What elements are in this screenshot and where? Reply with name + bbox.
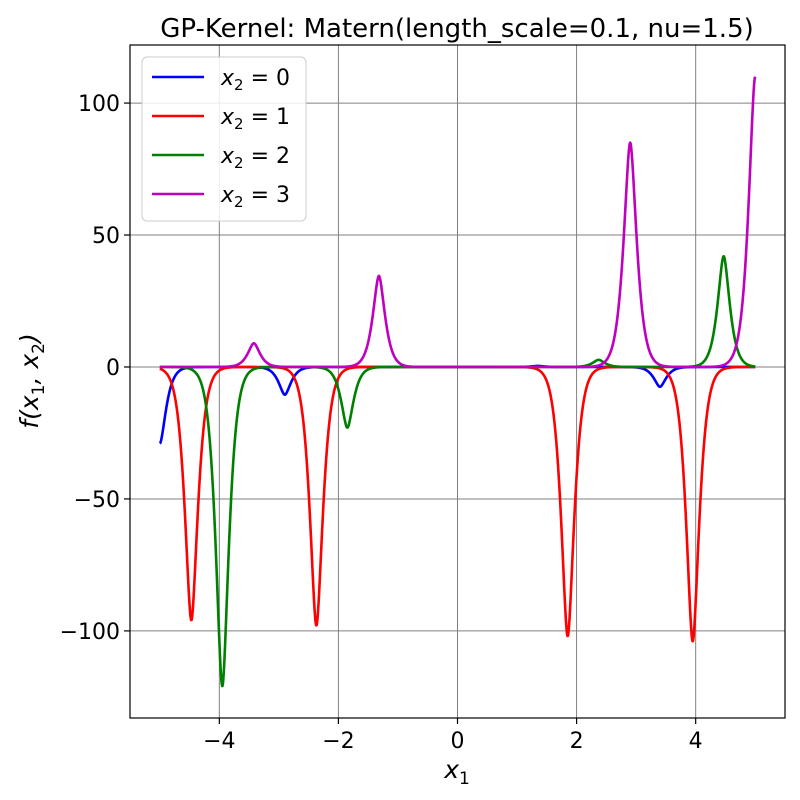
y-axis-label: f(x1, x2) xyxy=(15,333,49,428)
y-tick-label: 50 xyxy=(92,224,120,249)
legend-label-rest: = 1 xyxy=(244,105,290,130)
legend-label-3: x2 = 3 xyxy=(220,183,290,211)
x-tick-label: 0 xyxy=(451,729,465,754)
legend-label-1: x2 = 1 xyxy=(220,105,290,133)
legend-label-sub: 2 xyxy=(234,154,244,172)
legend-entries: x2 = 0x2 = 1x2 = 2x2 = 3 xyxy=(152,66,290,211)
legend-label-sub: 2 xyxy=(234,115,244,133)
x-tick-label: 2 xyxy=(570,729,584,754)
legend-label-0: x2 = 0 xyxy=(220,66,290,94)
legend-label-sub: 2 xyxy=(234,193,244,211)
legend-label-2: x2 = 2 xyxy=(220,144,290,172)
legend-label-base: x xyxy=(220,144,235,169)
axis-ticks: −4 −2 0 2 4 −100 −50 0 50 100 xyxy=(60,92,703,754)
legend: x2 = 0x2 = 1x2 = 2x2 = 3 xyxy=(141,56,307,222)
legend-label-base: x xyxy=(220,105,235,130)
legend-label-rest: = 0 xyxy=(244,66,290,91)
chart-title: GP-Kernel: Matern(length_scale=0.1, nu=1… xyxy=(160,14,754,44)
series-lines xyxy=(158,76,757,688)
y-tick-label: 0 xyxy=(106,356,120,381)
legend-box xyxy=(141,56,307,222)
grid xyxy=(130,45,785,718)
y-tick-label: 100 xyxy=(78,92,120,117)
x-tick-label: −2 xyxy=(322,729,354,754)
legend-label-base: x xyxy=(220,183,235,208)
x-tick-label: 4 xyxy=(689,729,703,754)
y-tick-label: −50 xyxy=(74,488,120,513)
x-tick-label: −4 xyxy=(203,729,235,754)
x-axis-label: x1 xyxy=(443,755,470,789)
series-line-3 xyxy=(158,76,757,369)
y-tick-label: −100 xyxy=(60,620,120,645)
legend-label-base: x xyxy=(220,66,235,91)
legend-label-rest: = 2 xyxy=(244,144,290,169)
legend-label-sub: 2 xyxy=(234,76,244,94)
legend-label-rest: = 3 xyxy=(244,183,290,208)
